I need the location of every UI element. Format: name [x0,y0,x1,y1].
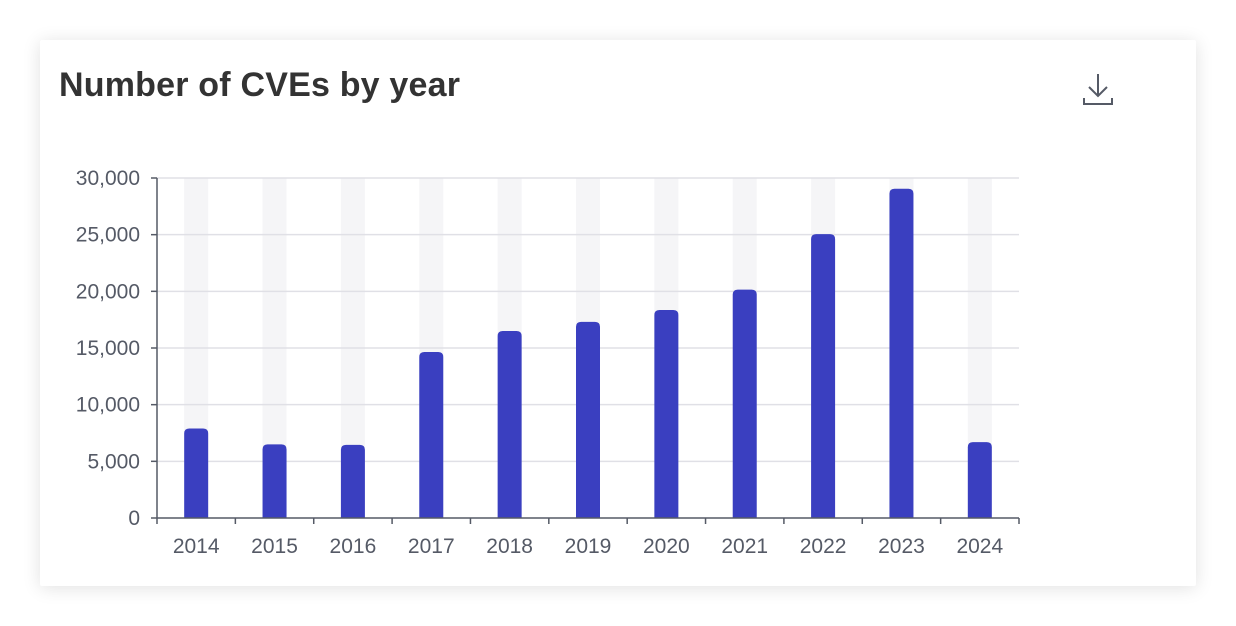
x-tick-label: 2017 [408,535,455,558]
bar [654,310,679,518]
y-tick-label: 0 [128,507,140,530]
y-tick-label: 20,000 [76,280,140,303]
bar [419,351,444,518]
x-tick-label: 2016 [330,535,377,558]
bar [497,331,522,518]
y-tick-label: 25,000 [76,224,140,247]
x-tick-label: 2021 [721,535,768,558]
y-tick-label: 10,000 [76,394,140,417]
bar [262,444,287,518]
x-tick-label: 2018 [486,535,533,558]
x-tick-label: 2023 [878,535,925,558]
x-tick-label: 2024 [956,535,1003,558]
x-tick-label: 2020 [643,535,690,558]
bar [967,442,992,518]
bar [811,234,836,518]
tick-labels: 0 5,000 10,000 15,000 20,000 25,000 30,000 2014… [76,167,1004,558]
download-icon[interactable] [1080,70,1116,110]
bar [184,428,209,518]
bar [576,321,600,518]
bar-chart: 0 5,000 10,000 15,000 20,000 25,000 30,000 2014… [76,167,1020,558]
chart-title: Number of CVEs by year [59,66,461,104]
x-tick-label: 2022 [800,535,847,558]
y-tick-label: 30,000 [76,167,140,190]
bar [732,289,757,518]
axes [151,177,1020,524]
bars [184,188,992,518]
bar [340,444,365,518]
y-tick-label: 15,000 [76,337,140,360]
x-tick-label: 2015 [251,535,298,558]
bar [889,188,914,518]
chart-card: Number of CVEs by year 0 5,000 10,000 15,00… [40,40,1196,586]
x-tick-label: 2014 [173,535,220,558]
y-tick-label: 5,000 [87,450,140,473]
x-tick-label: 2019 [565,535,612,558]
